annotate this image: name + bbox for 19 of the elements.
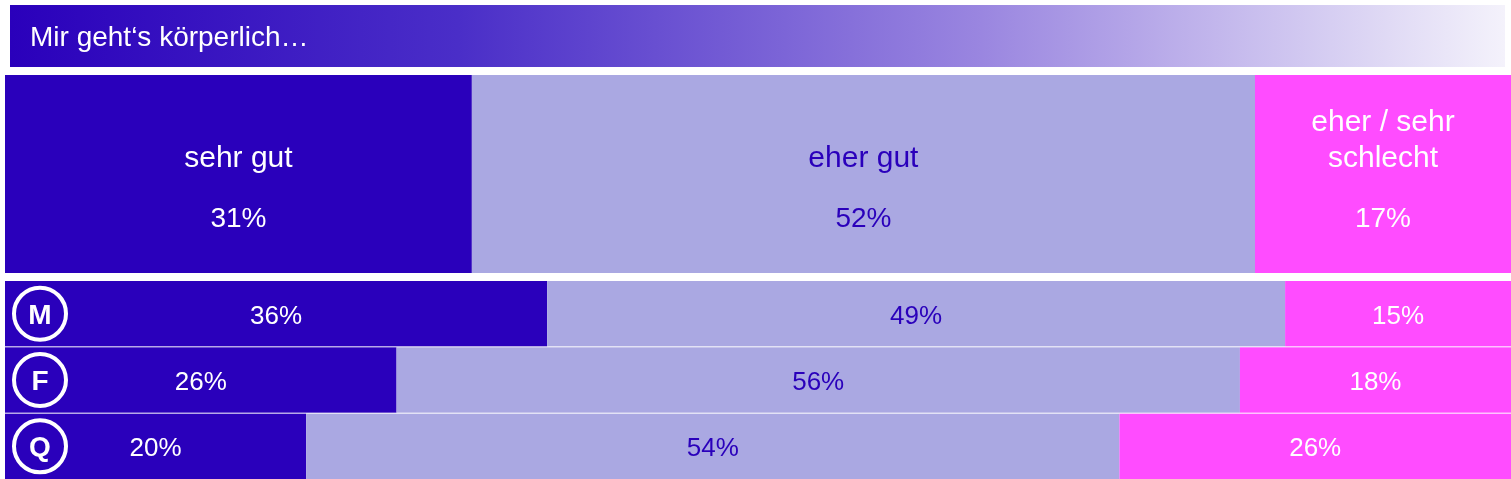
- data-label: 52%: [835, 202, 892, 233]
- series-label: eher / sehr schlecht: [1311, 104, 1455, 173]
- data-label: 26%: [174, 366, 227, 396]
- series-label: sehr gut: [184, 140, 294, 173]
- y-tick-label: Q: [29, 431, 51, 463]
- data-label: 56%: [792, 366, 845, 396]
- data-label: 15%: [1372, 299, 1425, 330]
- y-tick-label: F: [31, 365, 49, 396]
- y-tick-label: M: [28, 298, 52, 330]
- data-label: 36%: [250, 299, 303, 330]
- data-label: 26%: [1289, 432, 1342, 463]
- data-label: 17%: [1354, 202, 1412, 233]
- data-label: 20%: [129, 432, 182, 463]
- chart-title: Mir geht‘s körperlich…: [30, 21, 309, 52]
- data-label: 54%: [686, 432, 739, 463]
- data-label: 31%: [210, 202, 267, 233]
- data-label: 49%: [890, 299, 943, 330]
- data-label: 18%: [1349, 366, 1402, 396]
- series-label: eher gut: [808, 140, 920, 173]
